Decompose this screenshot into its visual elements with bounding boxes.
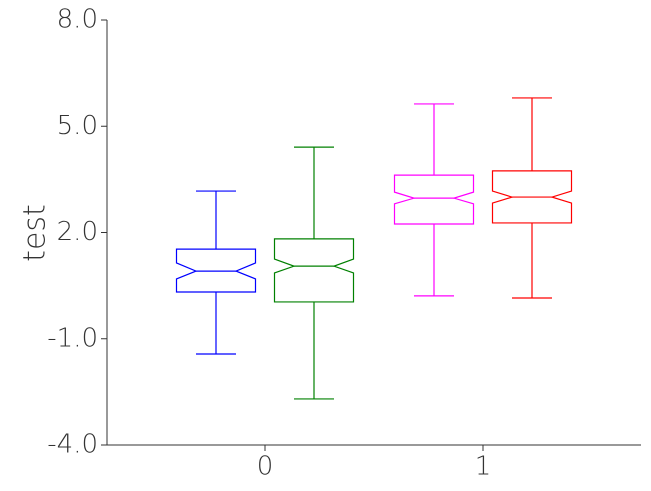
- y-axis-label: test: [18, 204, 53, 262]
- box: [273, 238, 355, 303]
- y-tick-label: -4.0: [47, 430, 98, 460]
- x-tick-label: 1: [475, 452, 492, 482]
- y-tick-label: 2.0: [57, 217, 98, 247]
- y-tick-label: 8.0: [57, 5, 98, 35]
- x-tick-label: 0: [257, 452, 274, 482]
- box: [491, 170, 573, 224]
- box: [175, 248, 257, 293]
- y-tick-label: -1.0: [47, 323, 98, 353]
- y-tick-label: 5.0: [57, 111, 98, 141]
- box: [393, 174, 475, 225]
